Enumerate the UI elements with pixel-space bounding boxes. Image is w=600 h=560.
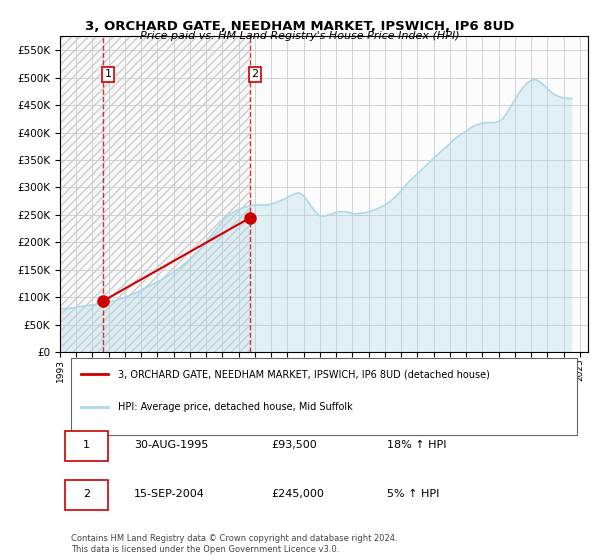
Text: 5% ↑ HPI: 5% ↑ HPI <box>388 489 440 499</box>
Polygon shape <box>103 36 250 352</box>
FancyBboxPatch shape <box>65 479 107 510</box>
Text: £93,500: £93,500 <box>271 440 317 450</box>
Text: 2: 2 <box>83 489 90 499</box>
Text: 3, ORCHARD GATE, NEEDHAM MARKET, IPSWICH, IP6 8UD (detached house): 3, ORCHARD GATE, NEEDHAM MARKET, IPSWICH… <box>118 370 490 380</box>
FancyBboxPatch shape <box>65 431 107 461</box>
Text: Contains HM Land Registry data © Crown copyright and database right 2024.
This d: Contains HM Land Registry data © Crown c… <box>71 534 397 554</box>
Text: Price paid vs. HM Land Registry's House Price Index (HPI): Price paid vs. HM Land Registry's House … <box>140 31 460 41</box>
Text: HPI: Average price, detached house, Mid Suffolk: HPI: Average price, detached house, Mid … <box>118 402 353 412</box>
Polygon shape <box>250 36 588 352</box>
Text: 1: 1 <box>104 69 112 80</box>
Text: £245,000: £245,000 <box>271 489 324 499</box>
Text: 15-SEP-2004: 15-SEP-2004 <box>134 489 205 499</box>
Text: 18% ↑ HPI: 18% ↑ HPI <box>388 440 447 450</box>
Text: 2: 2 <box>251 69 259 80</box>
Text: 30-AUG-1995: 30-AUG-1995 <box>134 440 208 450</box>
Text: 1: 1 <box>83 440 90 450</box>
Text: 3, ORCHARD GATE, NEEDHAM MARKET, IPSWICH, IP6 8UD: 3, ORCHARD GATE, NEEDHAM MARKET, IPSWICH… <box>85 20 515 32</box>
Polygon shape <box>60 36 103 352</box>
